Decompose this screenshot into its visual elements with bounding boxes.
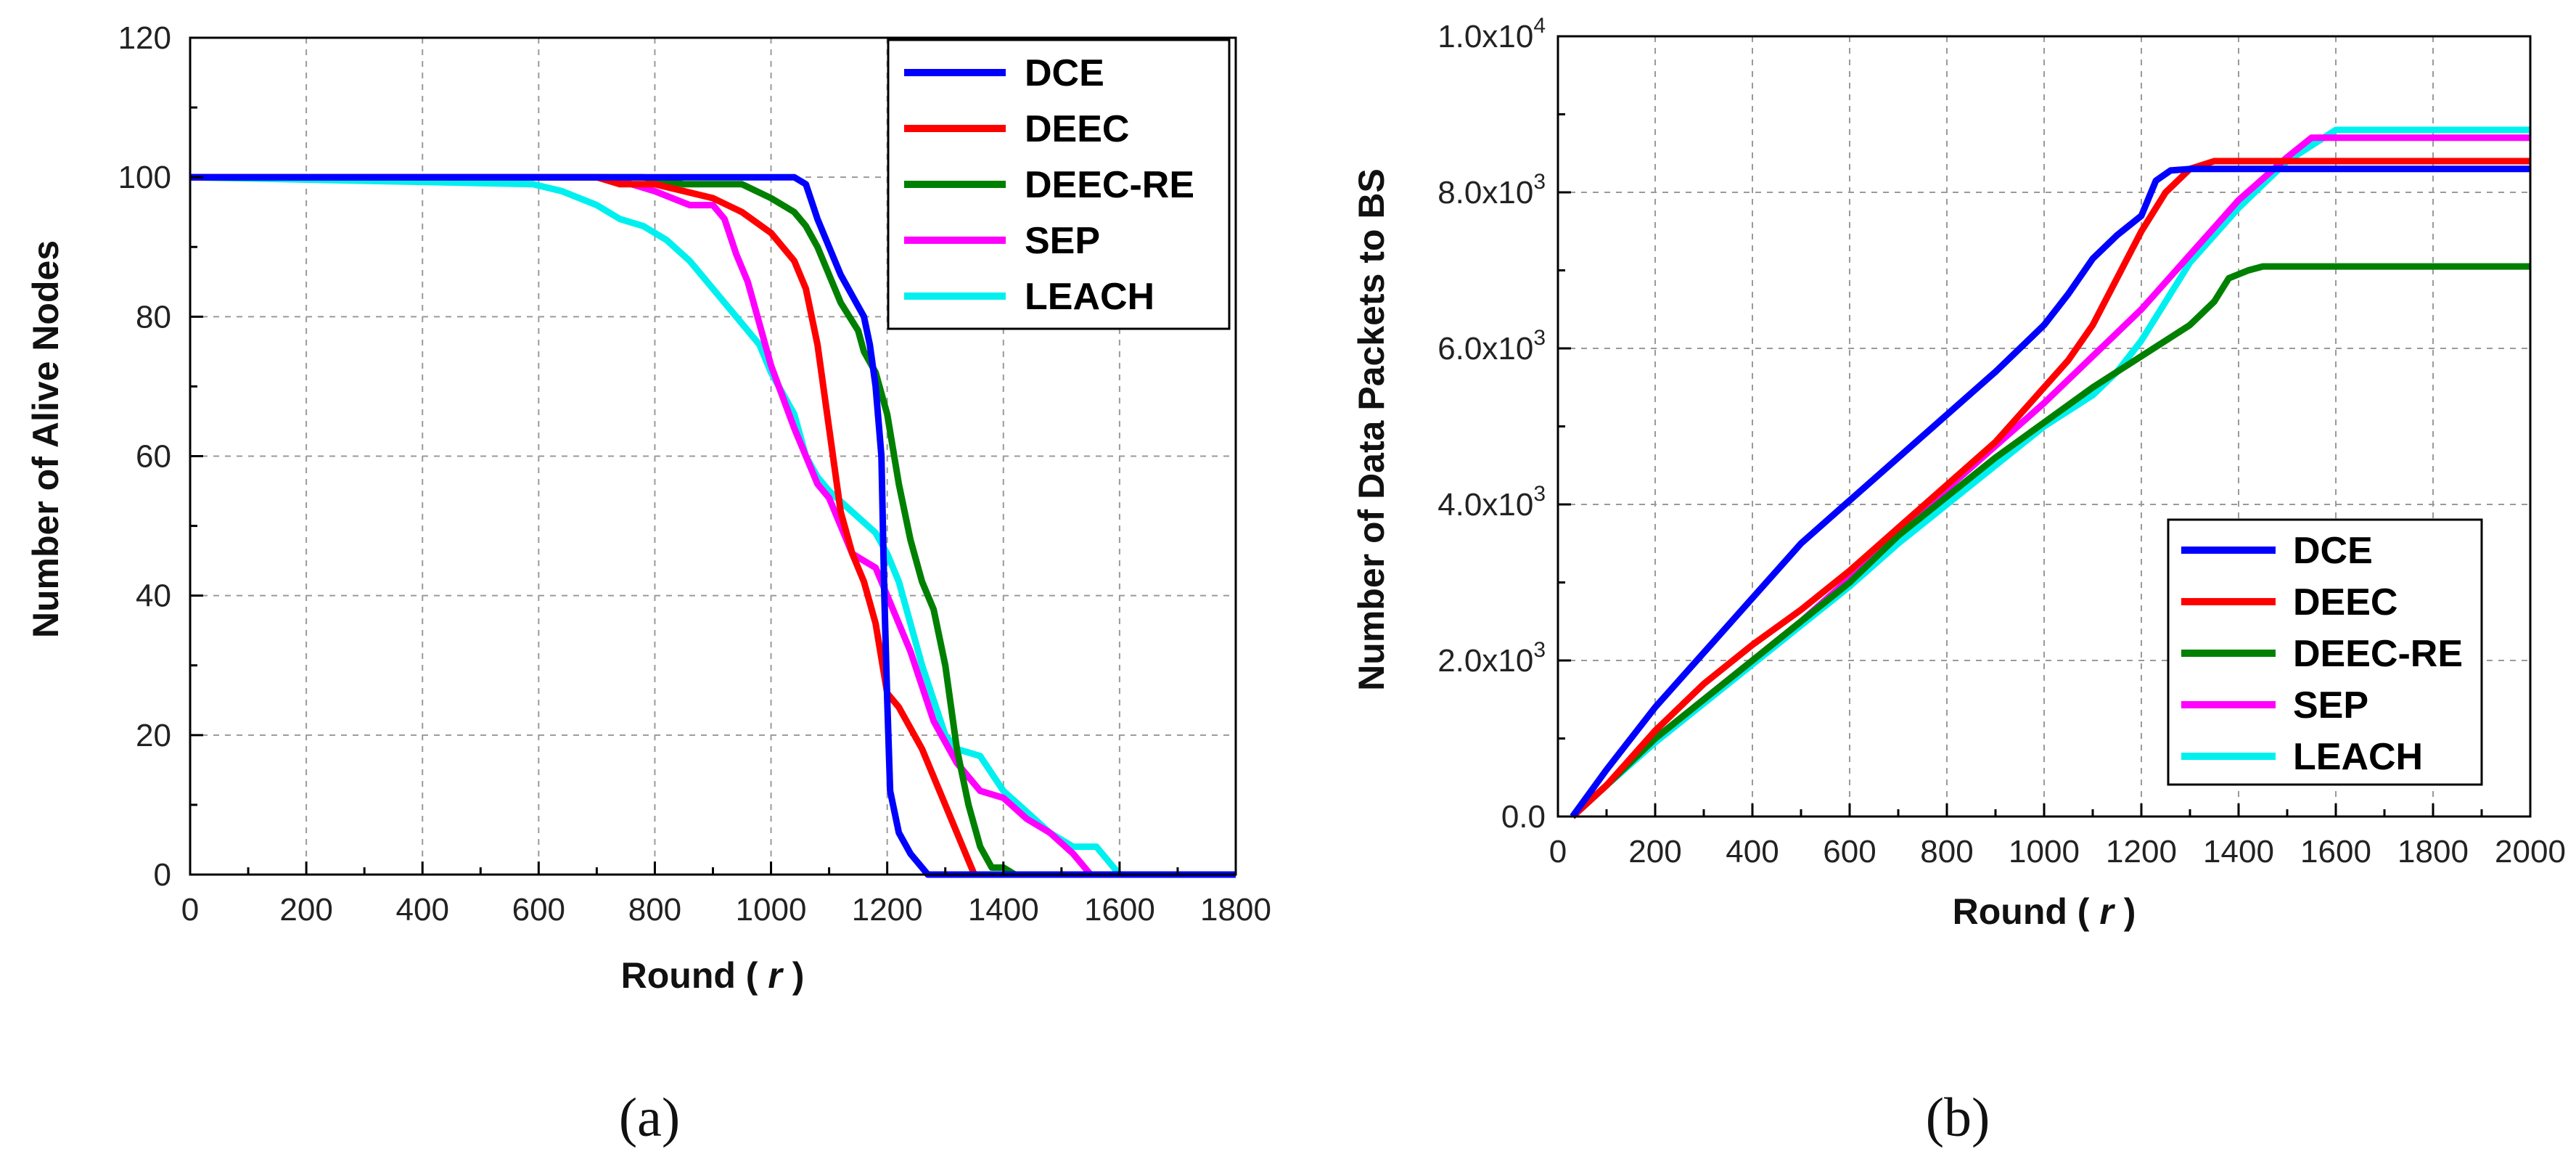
chart-a-y-axis-title: Number of Alive Nodes (25, 240, 66, 638)
chart-b-legend-label-sep: SEP (2293, 684, 2368, 727)
chart-a-x-tick-label: 0 (181, 892, 199, 928)
chart-a-y-tick-label: 60 (136, 439, 171, 475)
chart-a-y-tick-label: 0 (154, 857, 171, 893)
chart-a-legend-label-deec: DEEC (1025, 108, 1129, 150)
chart-b-y-axis-title: Number of Data Packets to BS (1351, 168, 1392, 691)
chart-a-y-tick-label: 20 (136, 718, 171, 753)
chart-a-x-tick-label: 1600 (1084, 892, 1155, 928)
chart-a-series-dce (190, 173, 1236, 878)
chart-a-x-tick-label: 1000 (736, 892, 807, 928)
chart-b-x-tick-label: 1400 (2203, 834, 2274, 869)
chart-a-legend-label-leach: LEACH (1025, 276, 1154, 318)
chart-b-y-tick-label: 0.0 (1501, 799, 1546, 835)
chart-b-x-tick-label: 1200 (2106, 834, 2177, 869)
chart-b-legend-label-deec: DEEC (2293, 581, 2397, 623)
chart-b-legend: DCE DEEC DEEC-RE SEP LEACH (2167, 518, 2483, 786)
chart-a-ticks (189, 36, 1237, 876)
chart-a-series-deec (190, 173, 1236, 878)
chart-a-x-axis-title: Round ( r ) (621, 955, 805, 996)
chart-b-legend-label-dce: DCE (2293, 530, 2373, 572)
chart-b-y-tick-label: 1.0x104 (1437, 14, 1546, 54)
chart-b-panel-label: (b) (1926, 1087, 1990, 1148)
chart-b-y-tick-label: 8.0x103 (1437, 170, 1546, 210)
chart-b-x-tick-label: 400 (1726, 834, 1779, 869)
chart-b-y-tick-label: 2.0x103 (1437, 638, 1546, 679)
chart-b-series-deec-re (1570, 263, 2530, 819)
chart-b-x-tick-label: 600 (1823, 834, 1876, 869)
chart-b-series-deec (1570, 157, 2530, 819)
chart-a-y-tick-label: 80 (136, 299, 171, 335)
chart-b: 0 200 400 600 800 1000 1200 1400 1600 1800 2000 0.0… (1351, 14, 2566, 1148)
chart-a-y-tick-label: 100 (118, 160, 171, 195)
chart-a-legend: DCE DEEC DEEC-RE SEP LEACH (887, 38, 1231, 330)
chart-b-x-tick-label: 800 (1920, 834, 1973, 869)
chart-a-x-tick-label: 200 (279, 892, 332, 928)
chart-a-tick-labels: 0 200 400 600 800 1000 1200 1400 1600 1800 0 20 40 60… (118, 20, 1271, 928)
chart-b-x-tick-label: 200 (1628, 834, 1681, 869)
chart-a-legend-label-dce: DCE (1025, 52, 1104, 94)
chart-a-x-tick-label: 400 (396, 892, 449, 928)
chart-b-y-tick-label: 6.0x103 (1437, 326, 1546, 367)
chart-b-legend-label-deec-re: DEEC-RE (2293, 633, 2463, 675)
chart-b-ticks (1556, 35, 2532, 818)
chart-b-legend-label-leach: LEACH (2293, 736, 2423, 778)
chart-b-series-dce (1570, 165, 2530, 819)
chart-b-x-tick-label: 1600 (2300, 834, 2371, 869)
chart-a-y-tick-label: 120 (118, 20, 171, 56)
chart-a-series (189, 173, 1236, 878)
chart-a-x-tick-label: 600 (512, 892, 565, 928)
chart-b-x-tick-label: 1800 (2397, 834, 2469, 869)
chart-a: 0 200 400 600 800 1000 1200 1400 1600 1800 0 20 40 60… (25, 20, 1271, 1148)
chart-b-x-tick-label: 1000 (2009, 834, 2080, 869)
chart-a-y-tick-label: 40 (136, 578, 171, 614)
chart-a-legend-label-sep: SEP (1025, 220, 1100, 262)
chart-b-tick-labels: 0 200 400 600 800 1000 1200 1400 1600 1800 2000 0.0… (1437, 14, 2566, 869)
chart-b-x-tick-label: 2000 (2495, 834, 2566, 869)
chart-b-x-tick-label: 0 (1549, 834, 1567, 869)
chart-a-x-tick-label: 1800 (1200, 892, 1271, 928)
chart-b-y-tick-label: 4.0x103 (1437, 482, 1546, 523)
chart-a-x-tick-label: 800 (628, 892, 681, 928)
chart-a-legend-label-deec-re: DEEC-RE (1025, 164, 1194, 206)
chart-a-x-tick-label: 1400 (968, 892, 1039, 928)
chart-b-x-axis-title: Round ( r ) (1953, 891, 2136, 932)
chart-b-series (1570, 126, 2530, 819)
chart-a-x-tick-label: 1200 (852, 892, 923, 928)
chart-a-panel-label: (a) (619, 1087, 680, 1148)
